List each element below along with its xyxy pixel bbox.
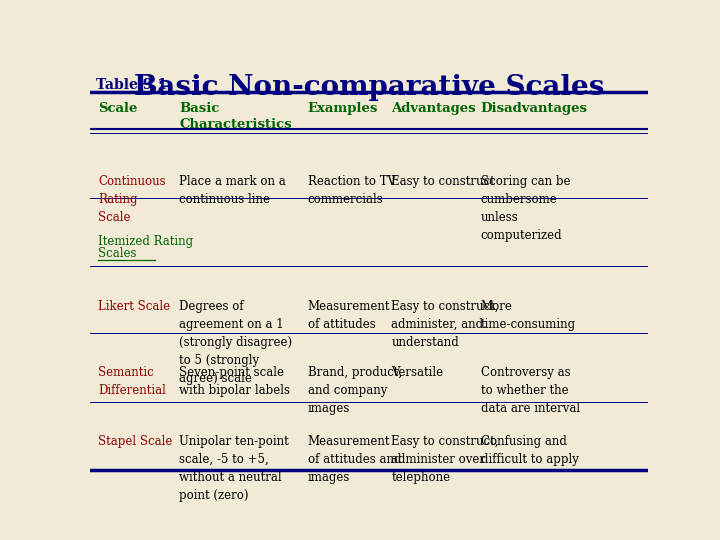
Text: Versatile: Versatile <box>392 366 444 379</box>
Text: Examples: Examples <box>307 102 378 115</box>
Text: Table 9.1: Table 9.1 <box>96 78 166 92</box>
Text: Place a mark on a
continuous line: Place a mark on a continuous line <box>179 175 286 206</box>
Text: Confusing and
difficult to apply: Confusing and difficult to apply <box>481 435 578 466</box>
Text: Brand, product,
and company
images: Brand, product, and company images <box>307 366 402 415</box>
Text: Seven-point scale
with bipolar labels: Seven-point scale with bipolar labels <box>179 366 290 397</box>
Text: Controversy as
to whether the
data are interval: Controversy as to whether the data are i… <box>481 366 580 415</box>
Text: Continuous
Rating
Scale: Continuous Rating Scale <box>99 175 166 224</box>
Text: Advantages: Advantages <box>392 102 476 115</box>
Text: Scoring can be
cumbersome
unless
computerized: Scoring can be cumbersome unless compute… <box>481 175 570 242</box>
Text: Scales: Scales <box>99 247 137 260</box>
Text: Easy to construct,
administer over
telephone: Easy to construct, administer over telep… <box>392 435 499 484</box>
Text: More
time-consuming: More time-consuming <box>481 300 576 330</box>
Text: Measurement
of attitudes: Measurement of attitudes <box>307 300 390 330</box>
Text: Basic Non-comparative Scales: Basic Non-comparative Scales <box>134 74 604 101</box>
Text: Reaction to TV
commercials: Reaction to TV commercials <box>307 175 396 206</box>
Text: Scale: Scale <box>99 102 138 115</box>
Text: Likert Scale: Likert Scale <box>99 300 171 313</box>
Text: Itemized Rating: Itemized Rating <box>99 235 194 248</box>
Text: Semantic
Differential: Semantic Differential <box>99 366 166 397</box>
Text: Measurement
of attitudes and
images: Measurement of attitudes and images <box>307 435 401 484</box>
Text: Easy to construct,
administer, and
understand: Easy to construct, administer, and under… <box>392 300 499 349</box>
Text: Disadvantages: Disadvantages <box>481 102 588 115</box>
Text: Stapel Scale: Stapel Scale <box>99 435 173 448</box>
Text: Degrees of
agreement on a 1
(strongly disagree)
to 5 (strongly
agree) scale: Degrees of agreement on a 1 (strongly di… <box>179 300 292 384</box>
Text: Basic
Characteristics: Basic Characteristics <box>179 102 292 131</box>
Text: Easy to construct: Easy to construct <box>392 175 495 188</box>
Text: Unipolar ten-point
scale, -5 to +5,
without a neutral
point (zero): Unipolar ten-point scale, -5 to +5, with… <box>179 435 289 502</box>
